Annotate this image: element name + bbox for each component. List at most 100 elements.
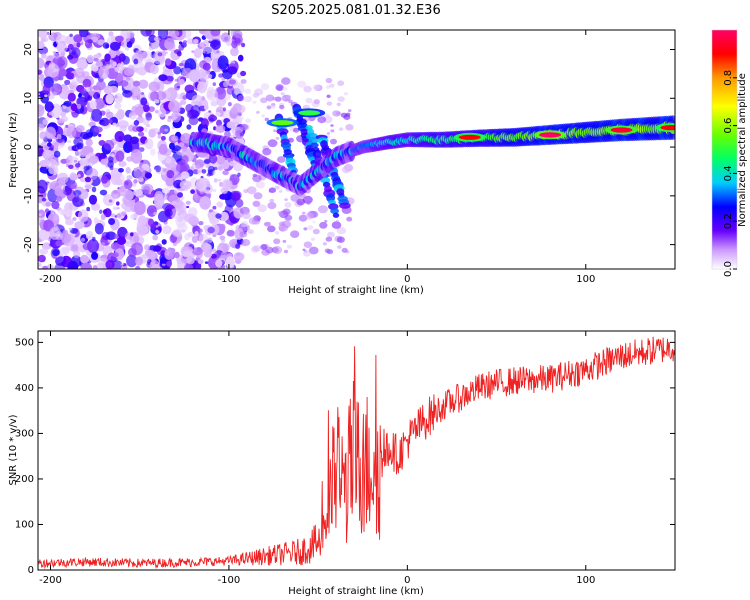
colorbar: 0.0 0.2 0.4 0.6 0.8 Normalized spectral ampl… [711,29,748,277]
heat-cell [266,105,272,110]
colorbar-tick-label: 0.6 [723,118,734,134]
heat-cell [111,227,115,232]
heat-cell [76,59,88,70]
heat-cell [155,109,159,114]
heat-cell [240,79,247,84]
heat-cell [235,129,244,139]
heat-cell [38,30,48,39]
heat-cell [244,95,253,103]
heat-cell [219,242,225,248]
heat-cell [42,149,55,160]
heat-cell [301,211,306,215]
y-tick-label: -20 [23,236,34,252]
heat-cell [99,189,108,196]
heat-cell [38,228,50,241]
y-tick-label: 100 [15,519,34,530]
heat-cell [119,124,127,132]
heat-cell [123,67,135,76]
heat-cell [119,185,126,193]
heat-cell [180,133,192,144]
heat-cell [288,99,293,104]
heat-cell [346,216,353,222]
heat-cell [66,155,73,165]
heat-cell [233,30,243,39]
heat-cell [236,252,241,256]
heat-cell [234,37,241,44]
heat-cell [94,223,104,235]
heat-cell [195,177,207,192]
heat-cell [206,89,219,102]
heat-cell [158,107,167,118]
heat-cell [261,114,265,118]
heat-cell [252,100,257,105]
heat-cell [182,250,191,257]
heat-cell [79,30,89,38]
heat-hotspot [458,134,481,140]
heat-cell [82,242,92,251]
heat-cell [302,248,306,251]
heat-cell [168,99,180,113]
heat-cell [157,30,169,40]
heat-cell [168,30,180,38]
heat-cell [61,85,70,96]
heat-cell [142,254,147,260]
y-tick-label: 10 [23,92,34,105]
x-tick-label: -200 [39,575,62,586]
heat-cell [245,118,252,124]
heat-cell [343,114,351,120]
heat-cell [303,250,311,257]
heat-cell [216,201,223,208]
heat-cell [208,153,218,164]
heat-cell [284,214,293,221]
heat-cell [65,218,74,226]
heat-cell [79,157,88,167]
heat-cell [220,223,226,231]
heat-cell [136,222,142,227]
heat-cell [201,169,207,174]
heat-cell [239,231,248,238]
heat-cell [72,217,77,221]
heat-cell [138,147,145,152]
heat-cell [164,128,169,132]
heat-cell [260,97,268,104]
heat-cell [115,145,121,152]
heat-cell [297,80,307,88]
heat-cell [118,168,124,173]
heat-cell [70,103,78,112]
heat-cell [337,245,342,249]
heat-cell [103,194,115,207]
heat-cell [84,39,93,49]
heat-cell [43,265,48,269]
heat-cell [82,71,90,79]
heat-cell [49,180,62,191]
x-tick-label: -100 [218,575,241,586]
heat-cell [313,99,320,105]
y-tick-label: 400 [15,383,34,394]
heat-cell [324,248,331,254]
heat-cell [159,257,169,265]
heat-cell [133,189,143,197]
heat-cell [154,91,167,101]
heat-cell [122,189,134,201]
heat-cell [197,228,203,233]
heat-cell [213,188,217,193]
heat-cell [95,61,104,68]
heat-cell [317,205,328,214]
heat-cell [126,254,138,268]
heat-cell [122,90,133,98]
heat-cell [218,165,223,171]
heat-cell [228,79,236,85]
heat-hotspot [271,120,294,126]
heat-cell [88,90,95,96]
heat-cell [171,200,177,205]
heat-cell [255,181,265,189]
heat-cell [248,217,258,225]
heat-cell [56,134,62,140]
heat-cell [148,91,158,102]
heat-cell [47,142,52,148]
heat-cell [89,155,99,164]
snr-panel: -200 -100 0 100 0 100 200 300 400 500 Height of s… [8,330,676,597]
heat-cell [281,96,286,101]
heat-cell [172,145,181,152]
heat-cell [164,208,173,217]
